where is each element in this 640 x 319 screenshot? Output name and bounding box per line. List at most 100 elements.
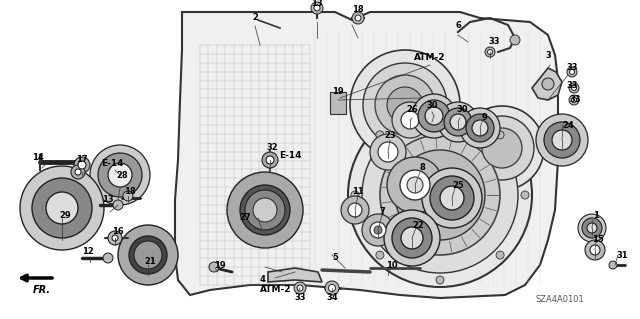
Circle shape <box>401 111 419 129</box>
Text: 16: 16 <box>112 227 124 236</box>
Circle shape <box>103 253 113 263</box>
Circle shape <box>363 63 447 147</box>
Text: 15: 15 <box>592 235 604 244</box>
Text: ATM-2: ATM-2 <box>260 286 292 294</box>
Circle shape <box>297 285 303 291</box>
Text: SZA4A0101: SZA4A0101 <box>536 295 584 305</box>
Circle shape <box>328 285 335 292</box>
Circle shape <box>569 83 579 93</box>
Circle shape <box>572 85 577 91</box>
Text: 12: 12 <box>82 248 94 256</box>
Circle shape <box>240 185 290 235</box>
Circle shape <box>569 95 579 105</box>
Text: 19: 19 <box>214 261 226 270</box>
Circle shape <box>542 78 554 90</box>
Circle shape <box>108 231 122 245</box>
Text: 11: 11 <box>352 188 364 197</box>
Circle shape <box>98 153 142 197</box>
Text: 6: 6 <box>455 20 461 29</box>
Text: 33: 33 <box>488 38 500 47</box>
Text: 27: 27 <box>239 213 251 222</box>
Circle shape <box>401 227 423 249</box>
Circle shape <box>370 134 406 170</box>
Circle shape <box>113 200 123 210</box>
Circle shape <box>378 142 398 162</box>
Circle shape <box>352 12 364 24</box>
Text: 24: 24 <box>562 121 574 130</box>
Circle shape <box>460 106 544 190</box>
Circle shape <box>370 222 386 238</box>
Text: 33: 33 <box>569 95 580 105</box>
Circle shape <box>262 152 278 168</box>
Bar <box>330 92 346 114</box>
Circle shape <box>294 282 306 294</box>
Text: 5: 5 <box>332 254 338 263</box>
Circle shape <box>384 210 440 266</box>
Text: 2: 2 <box>252 13 258 23</box>
Circle shape <box>32 178 92 238</box>
Circle shape <box>129 236 167 274</box>
Circle shape <box>425 107 443 125</box>
Circle shape <box>341 196 369 224</box>
Circle shape <box>362 214 394 246</box>
Circle shape <box>78 161 86 169</box>
Circle shape <box>392 218 432 258</box>
Circle shape <box>123 191 133 201</box>
Circle shape <box>392 102 428 138</box>
Circle shape <box>436 276 444 284</box>
Circle shape <box>567 67 577 77</box>
Circle shape <box>118 225 178 285</box>
Text: FR.: FR. <box>33 285 51 295</box>
Circle shape <box>380 135 500 255</box>
Text: 18: 18 <box>352 5 364 14</box>
Circle shape <box>387 87 423 123</box>
Text: 30: 30 <box>456 106 468 115</box>
Circle shape <box>20 166 104 250</box>
Circle shape <box>266 156 274 164</box>
Text: ATM-2: ATM-2 <box>414 54 445 63</box>
Circle shape <box>536 114 588 166</box>
Circle shape <box>482 128 522 168</box>
Circle shape <box>108 163 132 187</box>
Text: 22: 22 <box>412 220 424 229</box>
Text: 8: 8 <box>419 164 425 173</box>
Circle shape <box>438 102 478 142</box>
Circle shape <box>348 103 532 287</box>
Circle shape <box>460 108 500 148</box>
Circle shape <box>470 116 534 180</box>
Text: 34: 34 <box>326 293 338 302</box>
Text: 21: 21 <box>144 257 156 266</box>
Text: 18: 18 <box>124 188 136 197</box>
Text: 14: 14 <box>32 153 44 162</box>
Circle shape <box>112 235 118 241</box>
Text: E-14: E-14 <box>100 159 124 167</box>
Circle shape <box>510 35 520 45</box>
Circle shape <box>90 145 150 205</box>
Circle shape <box>407 177 423 193</box>
Circle shape <box>440 186 464 210</box>
Circle shape <box>400 170 430 200</box>
Circle shape <box>521 191 529 199</box>
Text: 33: 33 <box>566 63 578 72</box>
Circle shape <box>350 50 460 160</box>
Circle shape <box>395 150 485 240</box>
Circle shape <box>422 168 482 228</box>
Text: 19: 19 <box>332 87 344 97</box>
Circle shape <box>587 223 597 233</box>
Circle shape <box>412 94 456 138</box>
Circle shape <box>325 281 339 295</box>
Circle shape <box>71 165 85 179</box>
Circle shape <box>570 70 575 75</box>
Circle shape <box>496 251 504 259</box>
Text: 26: 26 <box>406 106 418 115</box>
Polygon shape <box>175 12 558 298</box>
Text: 33: 33 <box>294 293 306 302</box>
Circle shape <box>209 262 219 272</box>
Text: 13: 13 <box>311 0 323 9</box>
Circle shape <box>311 2 323 14</box>
Circle shape <box>375 75 435 135</box>
Circle shape <box>488 49 493 55</box>
Text: 30: 30 <box>426 100 438 109</box>
Circle shape <box>46 192 78 224</box>
Circle shape <box>245 190 285 230</box>
